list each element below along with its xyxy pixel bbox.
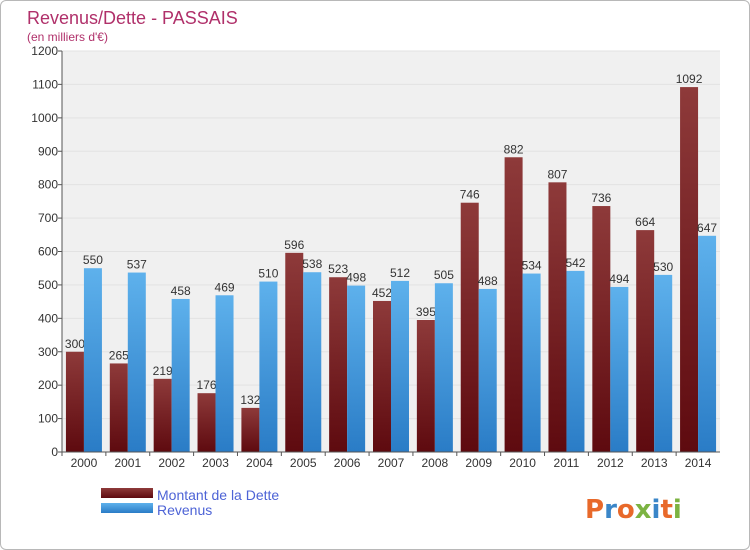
bar-revenus: [171, 298, 190, 452]
data-label-dette: 176: [197, 378, 217, 392]
x-tick-label: 2008: [422, 456, 449, 470]
data-label-dette: 265: [109, 348, 129, 362]
data-label-revenus: 505: [434, 268, 454, 282]
bar-revenus: [434, 283, 453, 452]
data-label-dette: 596: [284, 238, 304, 252]
data-label-revenus: 530: [653, 260, 673, 274]
x-tick-label: 2013: [641, 456, 668, 470]
bar-revenus: [478, 288, 497, 452]
x-tick-label: 2006: [334, 456, 361, 470]
bar-revenus: [83, 268, 102, 452]
legend-swatch-dette: [101, 488, 153, 498]
bar-revenus: [215, 295, 234, 452]
data-label-revenus: 647: [697, 221, 717, 235]
bar-dette: [504, 157, 523, 452]
proxiti-logo: Proxiti: [585, 495, 682, 525]
bar-dette: [285, 252, 304, 452]
data-label-revenus: 537: [127, 258, 147, 272]
plot-area: 0 100 200 300 400 500 600 700 800 900 1000 1100 1200…: [31, 44, 720, 470]
x-tick-label: 2004: [246, 456, 273, 470]
data-label-dette: 1092: [676, 72, 703, 86]
bar-dette: [241, 407, 260, 452]
data-label-dette: 736: [591, 191, 611, 205]
data-label-revenus: 534: [522, 259, 542, 273]
y-tick-label: 800: [38, 178, 58, 192]
data-label-revenus: 498: [346, 271, 366, 285]
data-label-dette: 300: [65, 337, 85, 351]
bar-revenus: [259, 281, 278, 452]
bar-dette: [416, 320, 435, 452]
x-tick-label: 2005: [290, 456, 317, 470]
x-tick-label: 2002: [158, 456, 185, 470]
bar-dette: [680, 87, 699, 452]
legend-label-dette: Montant de la Dette: [157, 487, 279, 503]
chart-title: Revenus/Dette - PASSAIS: [27, 8, 238, 28]
bar-dette: [460, 202, 479, 452]
x-tick-label: 2009: [465, 456, 492, 470]
x-tick-label: 2007: [378, 456, 405, 470]
y-tick-label: 600: [38, 245, 58, 259]
bar-revenus: [610, 286, 629, 452]
x-tick-label: 2001: [114, 456, 141, 470]
y-tick-label: 900: [38, 144, 58, 158]
data-label-dette: 807: [547, 167, 567, 181]
bar-dette: [636, 230, 655, 452]
bar-dette: [109, 363, 128, 452]
x-tick-label: 2010: [509, 456, 536, 470]
y-tick-label: 200: [38, 378, 58, 392]
bar-revenus: [566, 270, 585, 452]
bar-revenus: [347, 285, 366, 452]
data-label-dette: 452: [372, 286, 392, 300]
data-label-dette: 746: [460, 188, 480, 202]
bar-dette: [197, 393, 216, 452]
y-tick-label: 500: [38, 278, 58, 292]
y-tick-label: 1200: [31, 44, 58, 58]
data-label-dette: 882: [504, 142, 524, 156]
y-tick-label: 1100: [32, 77, 58, 91]
data-label-revenus: 494: [609, 272, 629, 286]
x-tick-label: 2003: [202, 456, 229, 470]
bar-revenus: [654, 274, 673, 452]
bar-dette: [329, 277, 348, 452]
bar-revenus: [303, 272, 322, 452]
y-tick-label: 400: [38, 311, 58, 325]
data-label-dette: 219: [153, 364, 173, 378]
data-label-revenus: 510: [258, 267, 278, 281]
data-label-dette: 523: [328, 262, 348, 276]
x-tick-label: 2014: [685, 456, 712, 470]
y-tick-label: 700: [38, 211, 58, 225]
y-tick-label: 300: [38, 345, 58, 359]
bar-dette: [65, 351, 84, 452]
data-label-dette: 395: [416, 305, 436, 319]
data-label-revenus: 488: [478, 274, 498, 288]
data-label-revenus: 542: [565, 256, 585, 270]
data-label-dette: 132: [240, 393, 260, 407]
legend-swatch-revenus: [101, 503, 153, 513]
bar-dette: [548, 182, 567, 452]
chart-subtitle: (en milliers d'€): [27, 30, 108, 44]
data-label-revenus: 512: [390, 266, 410, 280]
legend-label-revenus: Revenus: [157, 502, 212, 518]
y-tick-label: 0: [51, 445, 58, 459]
bar-dette: [592, 206, 611, 452]
data-label-revenus: 550: [83, 253, 103, 267]
bar-revenus: [391, 280, 409, 452]
data-label-revenus: 469: [215, 280, 235, 294]
x-tick-label: 2012: [597, 456, 624, 470]
bar-revenus: [127, 272, 146, 452]
data-label-dette: 664: [635, 215, 655, 229]
data-label-revenus: 458: [171, 284, 191, 298]
x-tick-label: 2000: [71, 456, 98, 470]
bar-revenus: [522, 273, 541, 452]
y-tick-label: 100: [38, 412, 58, 426]
x-tick-label: 2011: [554, 456, 580, 470]
bar-revenus: [698, 235, 717, 452]
data-label-revenus: 538: [302, 257, 322, 271]
bar-dette: [153, 378, 172, 452]
y-tick-label: 1000: [31, 111, 58, 125]
bar-dette: [373, 300, 391, 452]
